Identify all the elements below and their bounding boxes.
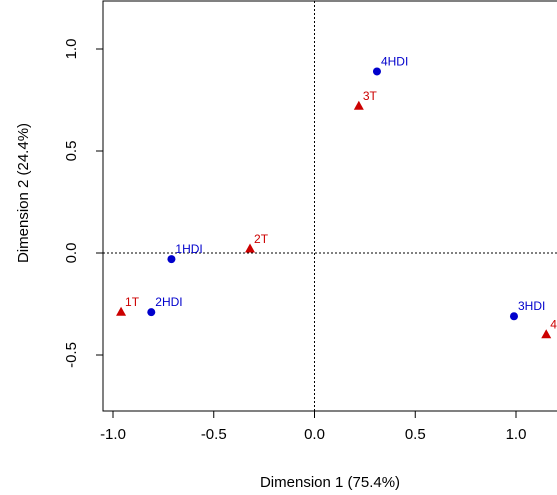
x-tick-label: -0.5 bbox=[201, 426, 227, 443]
y-tick-label: -0.5 bbox=[63, 342, 80, 368]
y-tick-label: 0.5 bbox=[63, 141, 80, 162]
point-label: 3HDI bbox=[518, 299, 545, 313]
plot-region bbox=[102, 0, 557, 412]
point-label: 2HDI bbox=[155, 295, 182, 309]
point-label: 2T bbox=[254, 232, 269, 246]
y-axis-title: Dimension 2 (24.4%) bbox=[15, 123, 32, 263]
data-point bbox=[541, 329, 552, 339]
y-tick-label: 1.0 bbox=[63, 39, 80, 60]
x-axis-title: Dimension 1 (75.4%) bbox=[260, 474, 400, 491]
point-label: 4HDI bbox=[381, 54, 408, 68]
point-label: 1HDI bbox=[175, 242, 202, 256]
axes: -1.0 -0.5 0.0 0.5 1.0 -0.5 0.0 0.5 1.0 bbox=[63, 39, 526, 443]
point-label: 1T bbox=[125, 295, 140, 309]
x-tick-label: 0.0 bbox=[304, 426, 325, 443]
plot-frame bbox=[102, 0, 557, 412]
x-tick-label: 0.5 bbox=[405, 426, 426, 443]
data-point bbox=[116, 306, 127, 316]
data-point bbox=[372, 67, 381, 76]
y-tick-label: 0.0 bbox=[63, 243, 80, 264]
data-point bbox=[147, 308, 156, 317]
data-point bbox=[167, 255, 176, 264]
data-point bbox=[245, 243, 256, 253]
x-tick-label: -1.0 bbox=[100, 426, 126, 443]
point-label: 4T bbox=[550, 318, 557, 332]
chart-marks: 1HDI 2HDI 3HDI 4HDI 1T 2T 3T 4T bbox=[116, 54, 557, 339]
data-point bbox=[353, 100, 364, 110]
x-tick-label: 1.0 bbox=[506, 426, 527, 443]
data-point bbox=[509, 312, 518, 321]
point-label: 3T bbox=[363, 89, 378, 103]
